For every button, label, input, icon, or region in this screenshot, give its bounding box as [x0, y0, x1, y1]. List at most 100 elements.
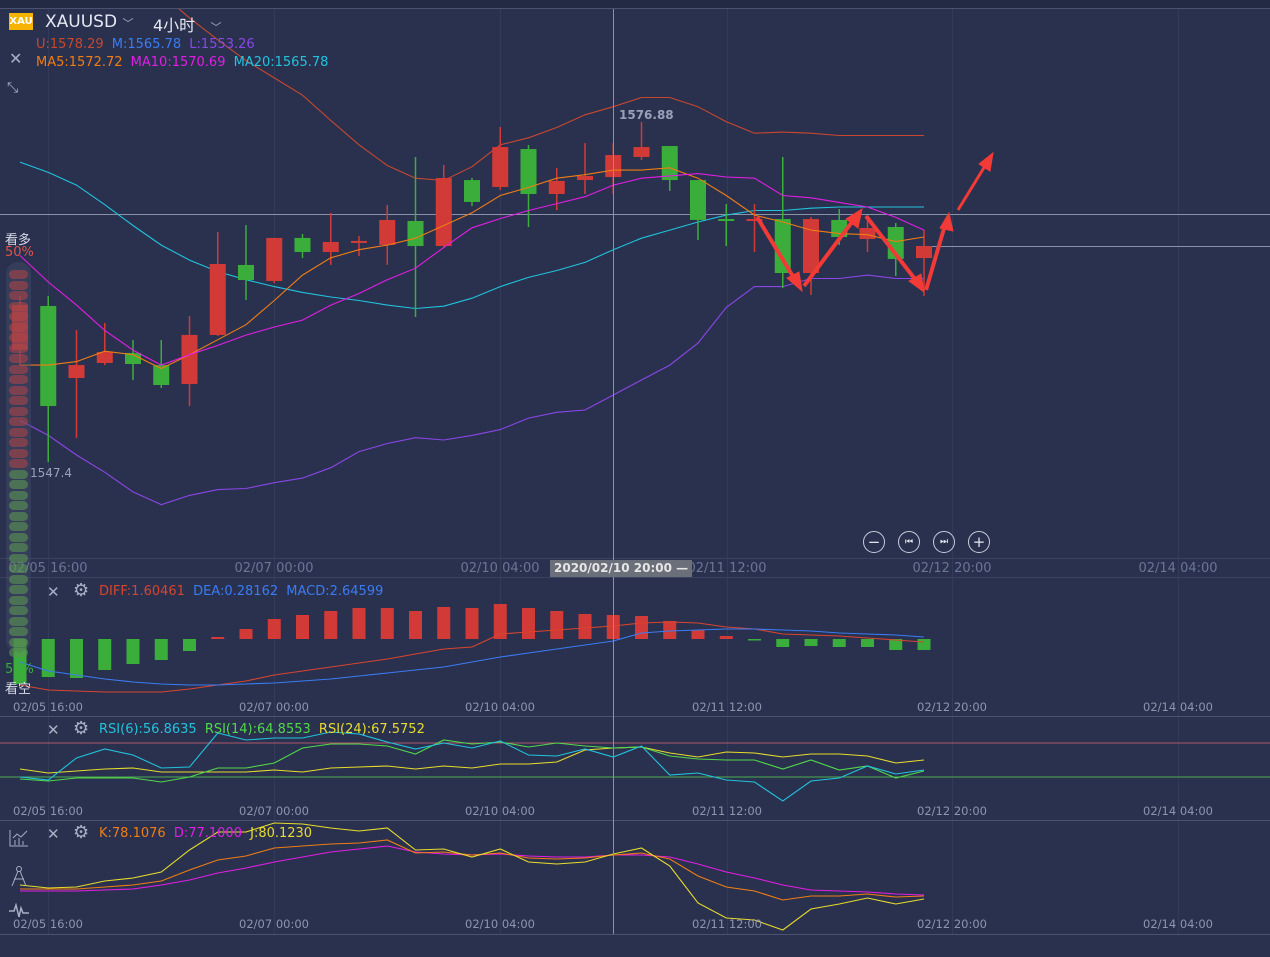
gauge-bear-segment: [9, 606, 28, 615]
dea-line: [19, 628, 925, 686]
candle-body: [153, 365, 170, 386]
candle-body: [718, 219, 735, 221]
macd-histogram-bar: [98, 639, 112, 670]
gauge-bull-segment: [9, 427, 28, 437]
ma10-line: [19, 173, 925, 366]
annotation-arrowhead: [978, 151, 994, 172]
candle: [746, 204, 763, 253]
macd-histogram-bar: [889, 639, 903, 650]
gauge-bear-segment: [9, 564, 28, 573]
candle-body: [435, 177, 452, 247]
close-icon[interactable]: ✕: [9, 49, 23, 68]
macd-histogram-bar: [578, 614, 592, 639]
candle-body: [209, 264, 226, 335]
zoom-out-button[interactable]: −: [863, 531, 885, 553]
gauge-bull-segment: [9, 280, 28, 290]
time-axis-label: 02/05 16:00: [8, 561, 88, 576]
candle-body: [40, 305, 57, 406]
annotation-arrowhead: [939, 211, 954, 232]
annotation-arrow: [924, 224, 947, 291]
candle-body: [322, 241, 339, 253]
macd-histogram-bar: [719, 636, 733, 639]
gauge-bull-segment: [9, 343, 28, 353]
sub-time-axis-label: 02/05 16:00: [13, 804, 83, 818]
time-axis-label: 02/12 20:00: [912, 561, 992, 576]
gauge-bear-segment: [9, 648, 28, 657]
sub-time-axis-label: 02/11 12:00: [692, 917, 762, 931]
time-axis-label: 02/14 04:00: [1138, 561, 1218, 576]
scroll-end-button[interactable]: ⏭: [933, 531, 955, 553]
sub-time-axis-label: 02/07 00:00: [239, 804, 309, 818]
candle-body: [266, 237, 283, 281]
macd-histogram-bar: [493, 604, 507, 639]
sub-time-axis-label: 02/12 20:00: [917, 700, 987, 714]
gauge-bull-segment: [9, 406, 28, 416]
boll-mid-line: [19, 161, 924, 310]
close-kdj-icon[interactable]: ✕: [47, 825, 60, 843]
macd-histogram-bar: [437, 607, 451, 639]
macd-histogram-bar: [183, 639, 196, 651]
collapse-icon[interactable]: ⤡: [7, 80, 19, 96]
skip-back-icon: ⏮: [904, 537, 914, 547]
gauge-bear-segment: [9, 574, 28, 584]
gear-icon[interactable]: ⚙: [73, 822, 90, 843]
rsi-panel: [0, 731, 1270, 802]
ma10-value: MA10:1570.69: [130, 55, 226, 70]
candle-body: [577, 176, 593, 181]
zoom-in-button[interactable]: +: [968, 531, 990, 553]
macd-histogram-bar: [352, 608, 366, 639]
annotation-arrowhead: [786, 271, 803, 293]
sub-time-axis-label: 02/11 12:00: [692, 804, 762, 818]
gauge-bull-segment: [9, 459, 28, 468]
drawing-compass-icon[interactable]: [10, 865, 28, 887]
macd-histogram-bar: [154, 639, 168, 660]
kdj-panel: [19, 822, 925, 931]
candle-body: [464, 180, 480, 202]
boll-lower-value: L:1553.26: [189, 37, 255, 52]
candle-body: [633, 147, 650, 157]
rsi14-line: [19, 739, 925, 783]
macd-histogram-bar: [296, 615, 309, 639]
macd-histogram-bar: [380, 608, 394, 639]
ma20-value: MA20:1565.78: [233, 55, 329, 70]
gauge-bear-segment: [9, 469, 28, 479]
gauge-bull-segment: [9, 417, 28, 426]
candle-body: [379, 219, 396, 245]
candle-body: [68, 365, 85, 378]
boll-lower-line: [19, 274, 924, 506]
macd-histogram-bar: [522, 608, 535, 639]
gauge-bull-segment: [9, 396, 28, 405]
interval-selector[interactable]: 4小时 ﹀: [153, 12, 221, 36]
ma5-value: MA5:1572.72: [36, 55, 123, 70]
macd-histogram-bar: [861, 639, 874, 647]
boll-legend: U:1578.29 M:1565.78 L:1553.26: [36, 37, 255, 52]
gear-icon[interactable]: ⚙: [73, 718, 90, 739]
close-macd-icon[interactable]: ✕: [47, 583, 60, 601]
scroll-start-button[interactable]: ⏮: [898, 531, 920, 553]
d-line: [20, 845, 925, 896]
candle-body: [916, 246, 932, 259]
candle: [916, 229, 932, 296]
dea-value: DEA:0.28162: [193, 584, 279, 599]
waveform-icon[interactable]: [8, 903, 30, 919]
gear-icon[interactable]: ⚙: [73, 580, 90, 601]
boll-upper-line: [178, 9, 924, 182]
candle: [379, 204, 396, 265]
indicator-chart-icon[interactable]: [9, 829, 29, 847]
macd-histogram-bar: [70, 639, 83, 678]
macd-histogram-bar: [691, 630, 705, 639]
sub-time-axis-label: 02/05 16:00: [13, 917, 83, 931]
gauge-bull-segment: [9, 354, 28, 363]
macd-histogram-bar: [776, 639, 790, 647]
sub-time-axis-label: 02/07 00:00: [239, 700, 309, 714]
gauge-bull-segment: [9, 385, 28, 395]
candle-body: [548, 180, 565, 195]
macd-histogram-bar: [832, 639, 846, 647]
gauge-bull-segment: [9, 301, 28, 311]
candle: [266, 237, 283, 284]
symbol-selector[interactable]: XAUUSD ﹀: [45, 12, 133, 32]
close-rsi-icon[interactable]: ✕: [47, 721, 60, 739]
boll-mid-value: M:1565.78: [111, 37, 182, 52]
sub-time-axis-label: 02/10 04:00: [465, 700, 535, 714]
